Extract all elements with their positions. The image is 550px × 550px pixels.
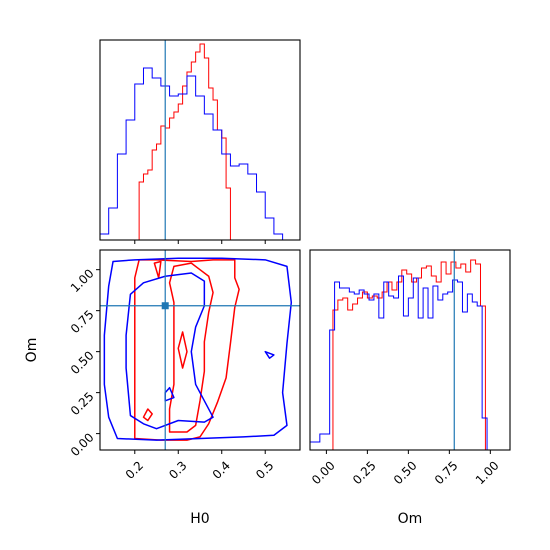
om-y-tick-label-1: 0.25 [68, 389, 97, 418]
om-y-tick-label-2: 0.50 [68, 348, 97, 377]
h0-x-tick-label-1: 0.3 [166, 458, 189, 481]
om-x-tick-label-0: 0.00 [309, 458, 338, 487]
om-y-tick-label-0: 0.00 [68, 430, 97, 459]
contour-blue-5 [103, 257, 293, 441]
om-histogram-red [332, 259, 491, 450]
om-y-tick-label-3: 0.75 [68, 307, 97, 336]
contour-blue-6 [125, 272, 214, 430]
om-x-tick-label-1: 0.25 [350, 458, 379, 487]
h0-histogram-frame [99, 39, 301, 241]
om-histogram-blue [310, 275, 497, 450]
contour-red-2 [153, 260, 162, 279]
contour-red-4 [142, 408, 153, 422]
h0-histogram-panel [99, 39, 301, 244]
y-axis-label-om: Om [24, 338, 40, 363]
om-histogram-frame [309, 249, 511, 451]
h0-x-tick-label-0: 0.2 [123, 458, 146, 481]
om-y-tick-label-4: 1.00 [68, 266, 97, 295]
om-x-tick-label-2: 0.50 [391, 458, 420, 487]
contour-red-0 [134, 259, 240, 441]
contour-red-3 [177, 331, 188, 369]
h0-histogram-red [130, 43, 240, 240]
om-histogram-panel: 0.00 0.25 0.50 0.75 1.00 [309, 249, 511, 487]
truth-marker [161, 302, 169, 310]
h0-om-contour-panel: 0.2 0.3 0.4 0.5 0.00 0.25 0.50 0.75 1.00 [68, 249, 301, 482]
om-x-tick-label-4: 1.00 [473, 458, 502, 487]
om-x-tick-label-3: 0.75 [432, 458, 461, 487]
h0-x-tick-label-2: 0.4 [210, 458, 233, 481]
contour-red-1 [168, 262, 214, 433]
contour-frame [99, 249, 301, 451]
h0-x-tick-label-3: 0.5 [253, 458, 276, 481]
x-axis-label-h0: H0 [190, 511, 209, 527]
x-axis-label-om: Om [398, 511, 423, 527]
h0-histogram-blue [100, 67, 300, 240]
contour-blue-8 [264, 350, 275, 359]
